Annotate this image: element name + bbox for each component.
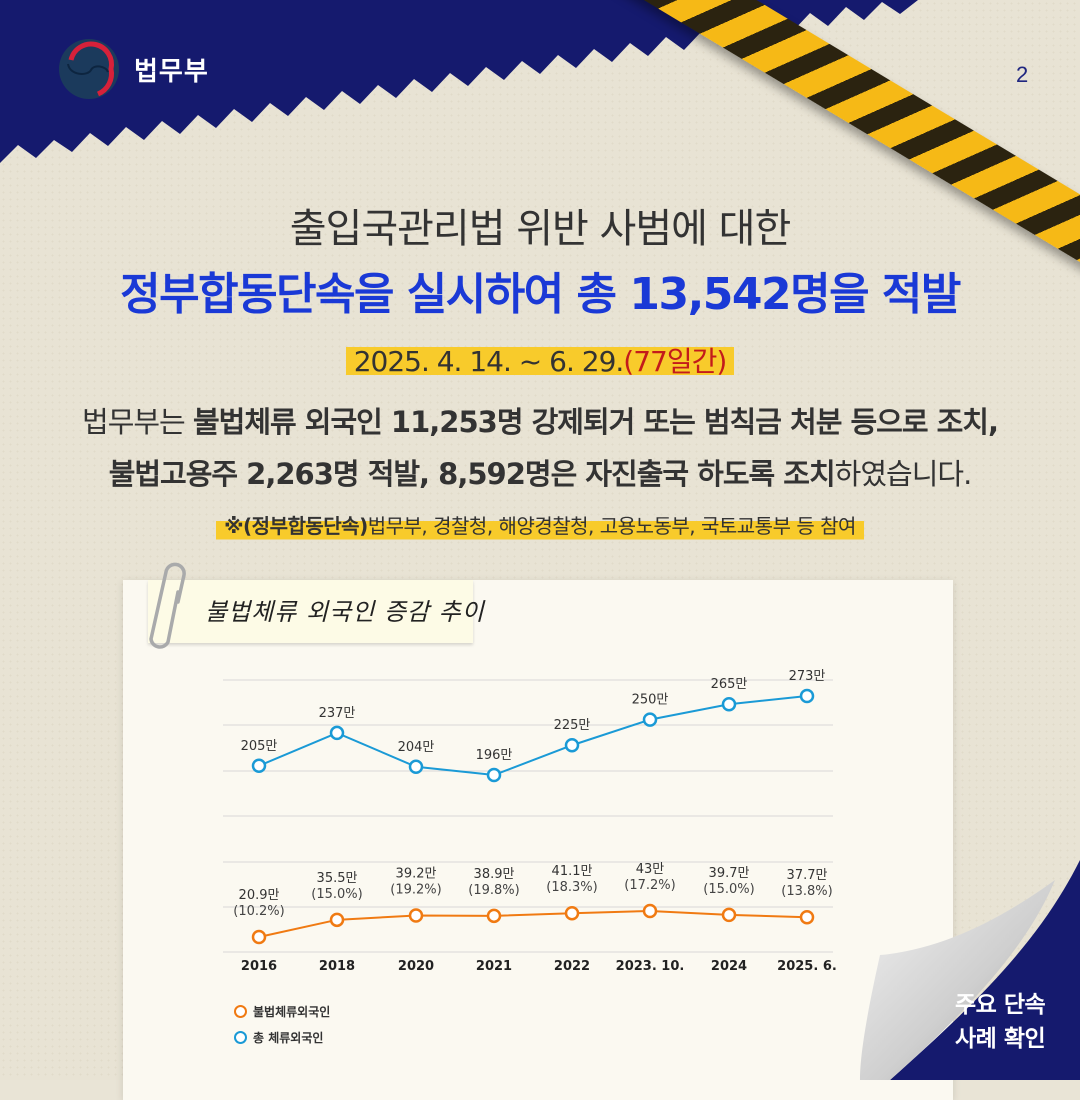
period: 2025. 4. 14. ~ 6. 29.(77일간) [0, 340, 1080, 380]
total-value-label: 225만 [554, 718, 591, 733]
illegal-residents-line [258, 909, 808, 938]
paperclip-icon [149, 562, 186, 649]
x-axis-label: 2020 [398, 959, 434, 974]
chart-legend: 불법체류외국인 총 체류외국인 [234, 998, 330, 1050]
illegal-value-label: 41.1만 [552, 864, 593, 879]
total-data-point [799, 688, 815, 704]
headline-line-2: 정부합동단속을 실시하여 총 13,542명을 적발 [120, 269, 961, 320]
illegal-ratio-label: (15.0%) [311, 887, 362, 902]
illegal-value-label: 37.7만 [787, 868, 828, 883]
cta-line-2: 사례 확인 [955, 1026, 1046, 1052]
legend-label-illegal: 불법체류외국인 [253, 1004, 331, 1019]
summary-emphasis-2: 불법고용주 2,263명 적발, 8,592명은 자진출국 하도록 조치 [108, 457, 836, 491]
x-axis-label: 2022 [554, 959, 590, 974]
illegal-ratio-label: (17.2%) [624, 878, 675, 893]
cta-line-1: 주요 단속 [955, 992, 1046, 1018]
total-data-point [486, 767, 502, 783]
illegal-data-point [251, 929, 267, 945]
total-data-point [251, 758, 267, 774]
illegal-value-label: 20.9만 [239, 888, 280, 903]
note-highlight: ※(정부합동단속)법무부, 경찰청, 해양경찰청, 고용노동부, 국토교통부 등… [216, 508, 864, 541]
legend-orange-circle-icon [234, 1004, 247, 1018]
illegal-ratio-label: (18.3%) [546, 880, 597, 895]
x-axis-label: 2023. 10. [616, 959, 685, 974]
x-axis-label: 2024 [711, 959, 747, 974]
total-value-label: 250만 [632, 693, 669, 708]
summary-line-1: 법무부는 불법체류 외국인 11,253명 강제퇴거 또는 범칙금 처분 등으로… [0, 396, 1080, 448]
summary-emphasis-1: 불법체류 외국인 11,253명 강제퇴거 또는 범칙금 처분 등으로 조치, [192, 405, 999, 439]
cta-main-cases[interactable]: 주요 단속 사례 확인 [955, 988, 1046, 1056]
x-axis-label: 2021 [476, 959, 512, 974]
chart-title: 불법체류 외국인 증감 추이 [205, 598, 485, 626]
total-residents-line [258, 695, 808, 777]
illegal-value-label: 35.5만 [317, 871, 358, 886]
total-data-point [564, 737, 580, 753]
x-axis-label: 2025. 6. [777, 959, 837, 974]
illegal-data-point [564, 905, 580, 921]
illegal-value-label: 43만 [636, 862, 665, 877]
taegeuk-logo-icon [59, 39, 119, 99]
total-data-point [408, 759, 424, 775]
x-axis-label: 2018 [319, 959, 355, 974]
org-name: 법무부 [134, 56, 209, 87]
summary-subject: 법무부는 [82, 405, 193, 439]
ministry-logo: 법무부 [58, 38, 209, 100]
total-value-label: 273만 [789, 669, 826, 684]
total-data-point [642, 712, 658, 727]
total-value-label: 204만 [398, 740, 435, 755]
headline-line-1: 출입국관리법 위반 사범에 대한 [289, 206, 792, 252]
illegal-ratio-label: (19.2%) [390, 882, 441, 897]
summary-text: 법무부는 불법체류 외국인 11,253명 강제퇴거 또는 범칙금 처분 등으로… [0, 396, 1080, 500]
illegal-data-point [486, 908, 502, 924]
illegal-data-point [642, 903, 658, 919]
legend-item-total: 총 체류외국인 [234, 1024, 330, 1050]
illegal-ratio-label: (10.2%) [233, 904, 284, 919]
legend-blue-circle-icon [234, 1030, 247, 1044]
chart-card [123, 580, 953, 1100]
illegal-value-label: 38.9만 [474, 867, 515, 882]
period-highlight: 2025. 4. 14. ~ 6. 29.(77일간) [345, 340, 735, 380]
summary-line-2: 불법고용주 2,263명 적발, 8,592명은 자진출국 하도록 조치하였습니… [0, 448, 1080, 500]
illegal-value-label: 39.7만 [709, 866, 750, 881]
summary-ending: 하였습니다. [834, 457, 973, 491]
participation-note: ※(정부합동단속)법무부, 경찰청, 해양경찰청, 고용노동부, 국토교통부 등… [0, 508, 1080, 541]
total-data-point [329, 725, 345, 741]
illegal-data-point [799, 909, 815, 925]
illegal-ratio-label: (13.8%) [781, 884, 832, 899]
total-value-label: 237만 [319, 706, 356, 721]
page-number: 2 [1016, 62, 1029, 87]
illegal-data-point [721, 907, 737, 923]
legend-label-total: 총 체류외국인 [253, 1030, 324, 1045]
total-value-label: 205만 [241, 739, 278, 754]
note-prefix: ※(정부합동단속) [224, 514, 368, 538]
total-value-label: 265만 [711, 677, 748, 692]
x-axis-label: 2016 [241, 959, 277, 974]
note-text: 법무부, 경찰청, 해양경찰청, 고용노동부, 국토교통부 등 참여 [367, 514, 857, 538]
chart-title-sticky-note [148, 580, 473, 643]
legend-item-illegal: 불법체류외국인 [234, 998, 330, 1024]
total-data-point [721, 696, 737, 712]
illegal-ratio-label: (15.0%) [703, 882, 754, 897]
total-value-label: 196만 [476, 748, 513, 763]
period-duration: (77일간) [623, 345, 727, 378]
period-dates: 2025. 4. 14. ~ 6. 29. [353, 345, 625, 378]
illegal-data-point [329, 912, 345, 928]
illegal-data-point [408, 908, 424, 923]
illegal-value-label: 39.2만 [396, 866, 437, 881]
illegal-ratio-label: (19.8%) [468, 883, 519, 898]
